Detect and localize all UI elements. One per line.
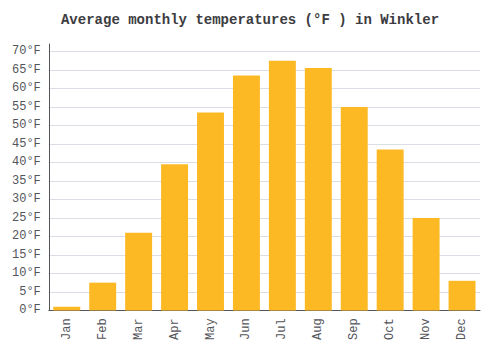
svg-text:Aug: Aug — [311, 318, 325, 340]
svg-text:35°F: 35°F — [12, 174, 41, 188]
svg-text:60°F: 60°F — [12, 81, 41, 95]
svg-text:15°F: 15°F — [12, 248, 41, 262]
svg-text:25°F: 25°F — [12, 211, 41, 225]
svg-text:10°F: 10°F — [12, 266, 41, 280]
svg-text:Sep: Sep — [347, 318, 361, 340]
svg-text:65°F: 65°F — [12, 63, 41, 77]
svg-text:30°F: 30°F — [12, 192, 41, 206]
svg-text:Dec: Dec — [455, 318, 469, 340]
svg-text:Jan: Jan — [60, 318, 74, 340]
svg-text:55°F: 55°F — [12, 100, 41, 114]
svg-text:Oct: Oct — [383, 318, 397, 340]
svg-text:Average monthly temperatures (: Average monthly temperatures (°F ) in Wi… — [61, 12, 439, 28]
svg-text:40°F: 40°F — [12, 155, 41, 169]
svg-text:Feb: Feb — [96, 318, 110, 340]
svg-text:70°F: 70°F — [12, 44, 41, 58]
svg-text:20°F: 20°F — [12, 229, 41, 243]
svg-text:50°F: 50°F — [12, 118, 41, 132]
svg-text:Jun: Jun — [239, 318, 253, 340]
svg-text:45°F: 45°F — [12, 137, 41, 151]
svg-text:0°F: 0°F — [19, 303, 41, 317]
svg-text:May: May — [204, 318, 218, 340]
svg-text:Nov: Nov — [419, 318, 433, 340]
svg-text:Jul: Jul — [275, 318, 289, 340]
svg-text:Apr: Apr — [168, 318, 182, 340]
svg-text:Mar: Mar — [132, 318, 146, 340]
svg-text:5°F: 5°F — [19, 285, 41, 299]
